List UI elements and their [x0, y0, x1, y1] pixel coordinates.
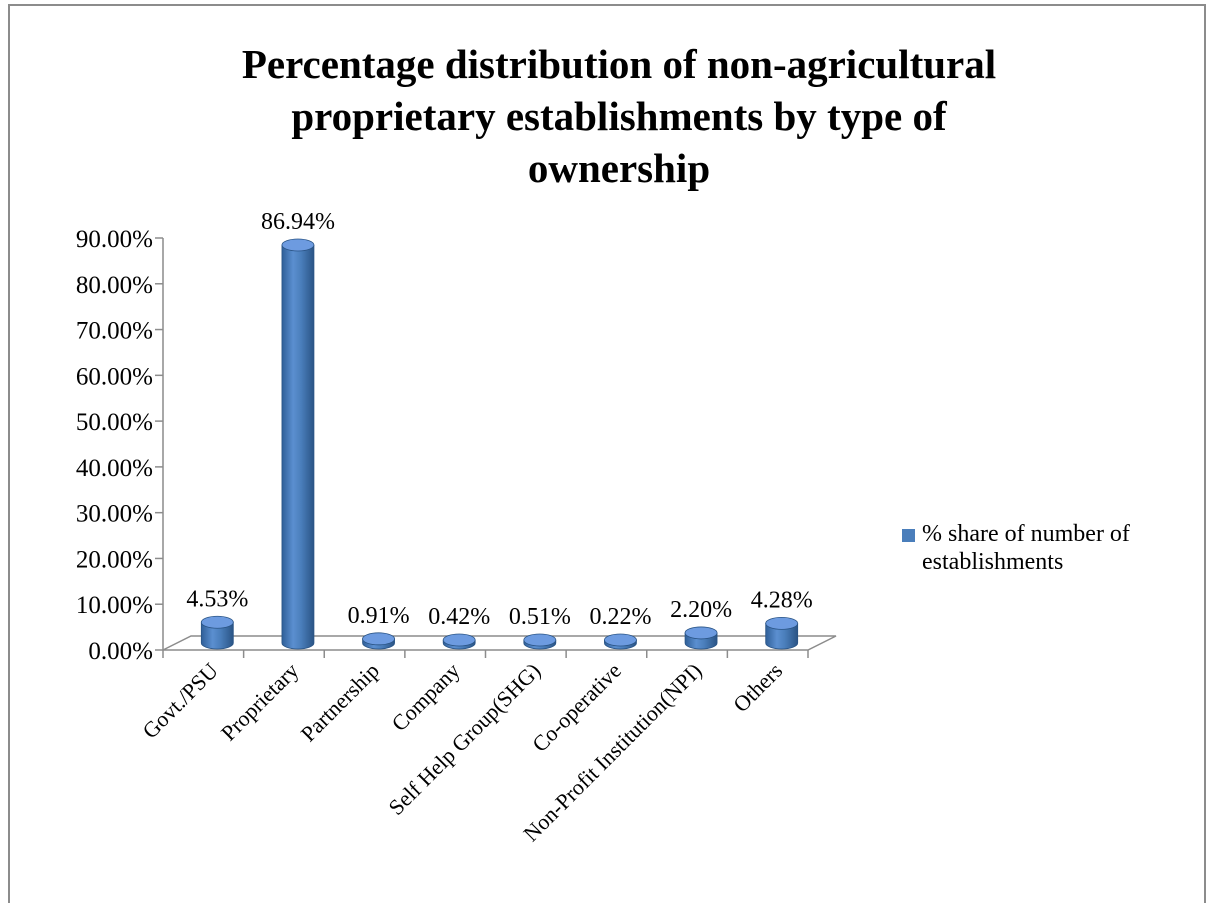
plot-floor	[162, 635, 837, 651]
bar-cap	[200, 615, 234, 629]
data-label: 4.28%	[751, 587, 813, 613]
chart-title-line-1: Percentage distribution of non-agricultu…	[241, 41, 997, 87]
value-axis: 0.00% 10.00% 20.00% 30.00% 40.00% 50.00% 60.00…	[76, 226, 164, 665]
y-tick-label: 0.00%	[88, 638, 153, 665]
data-label: 0.51%	[509, 604, 571, 630]
data-label: 0.22%	[589, 604, 651, 630]
y-tick-label: 10.00%	[76, 592, 153, 619]
bar-cap	[442, 633, 476, 647]
data-label: 0.42%	[428, 604, 490, 630]
category-label: Self Help Group(SHG)	[383, 658, 545, 820]
bar-series	[200, 238, 799, 650]
category-label: Company	[387, 658, 465, 736]
bar	[684, 626, 718, 650]
category-label: Proprietary	[216, 658, 304, 746]
bar-cap	[281, 238, 315, 252]
bar-cap	[765, 617, 799, 630]
bar-body	[765, 623, 799, 650]
chart-title-line-2: proprietary establishments by type of	[291, 93, 947, 139]
data-label: 0.91%	[348, 603, 410, 629]
data-label: 86.94%	[261, 209, 335, 235]
bar	[442, 633, 476, 650]
legend-label: % share of number of establishments	[922, 521, 1130, 575]
y-tick-label: 20.00%	[76, 546, 153, 573]
y-tick-label: 30.00%	[76, 501, 153, 528]
bar-cap	[523, 633, 557, 647]
chart-title-line-3: ownership	[527, 145, 711, 191]
chart-title: Percentage distribution of non-agricultu…	[0, 38, 1212, 194]
bar	[765, 617, 799, 650]
bar-body	[200, 621, 234, 650]
category-label: Others	[728, 658, 787, 717]
y-tick-label: 40.00%	[76, 455, 153, 482]
bar	[281, 238, 315, 650]
bar-body	[281, 244, 315, 650]
data-labels: 4.53% 86.94% 0.91% 0.42% 0.51% 0.22% 2.20% 4.28…	[186, 209, 812, 630]
bar	[523, 633, 557, 650]
chart-frame	[8, 4, 1206, 903]
y-tick-label: 80.00%	[76, 272, 153, 299]
bar	[604, 633, 637, 650]
legend-swatch	[902, 529, 915, 542]
data-label: 2.20%	[670, 597, 732, 623]
bar-cap	[684, 626, 718, 640]
y-tick-label: 90.00%	[76, 226, 153, 253]
floor-plane	[162, 635, 837, 651]
data-label: 4.53%	[186, 586, 248, 612]
category-label: Partnership	[296, 658, 385, 747]
y-tick-label: 60.00%	[76, 363, 153, 390]
bar	[200, 615, 234, 650]
y-tick-label: 50.00%	[76, 409, 153, 436]
y-tick-label: 70.00%	[76, 318, 153, 345]
bar-cap	[604, 633, 637, 647]
bar-cap	[362, 632, 395, 646]
bar	[362, 632, 395, 650]
category-label: Govt./PSU	[137, 658, 223, 744]
